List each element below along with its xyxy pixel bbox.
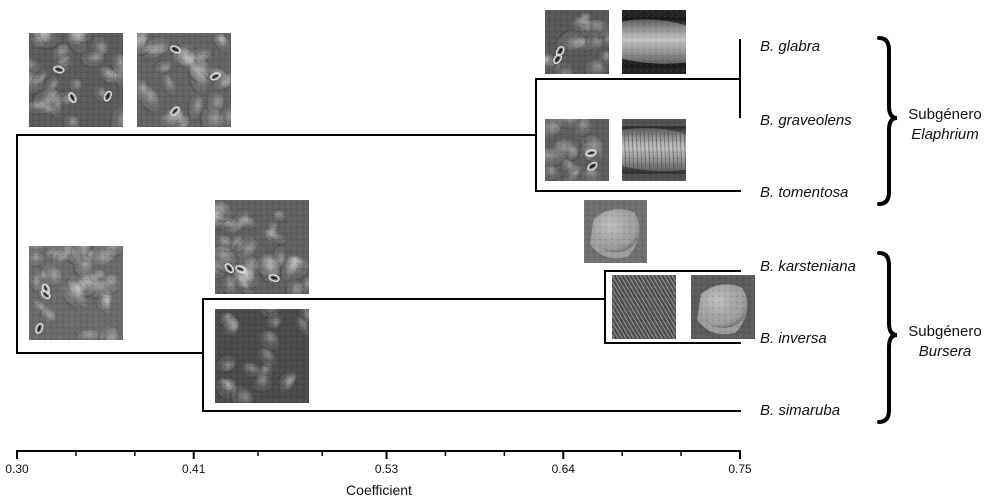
sem-micrograph-epidermis: [215, 200, 309, 294]
sem-micrograph-inversa-leaf: [612, 275, 676, 339]
subgenus-elaphrium-name: Elaphrium: [911, 126, 979, 143]
axis-tick-label: 0.53: [375, 462, 399, 476]
taxon-label-inversa: B. inversa: [760, 330, 827, 347]
taxon-label-graveolens: B. graveolens: [760, 112, 852, 129]
subgenus-elaphrium-line1: Subgénero: [908, 106, 981, 123]
sem-micrograph-graveolens-leaf: [545, 119, 609, 181]
axis-ticks: [16, 450, 741, 459]
coefficient-axis: 0.30 0.41 0.53 0.64 0.75 Coefficient: [5, 450, 752, 498]
subgenus-bursera-name: Bursera: [919, 343, 972, 360]
brace-bursera-icon: [877, 251, 898, 424]
sem-micrographs: [29, 10, 755, 403]
sem-micrograph-epidermis: [215, 309, 309, 403]
axis-tick-label: 0.64: [552, 462, 576, 476]
axis-tick-label: 0.75: [728, 462, 752, 476]
taxon-label-karsteniana: B. karsteniana: [760, 258, 856, 275]
brace-elaphrium-icon: [877, 36, 898, 206]
sem-micrograph-epidermis: [137, 33, 231, 127]
axis-tick-labels: 0.30 0.41 0.53 0.64 0.75: [5, 462, 752, 476]
dendrogram-tree: [16, 39, 741, 412]
subgenus-labels: Subgénero Elaphrium Subgénero Bursera: [908, 106, 981, 360]
taxon-label-simaruba: B. simaruba: [760, 402, 840, 419]
axis-tick-label: 0.30: [5, 462, 29, 476]
taxon-label-glabra: B. glabra: [760, 38, 820, 55]
sem-micrograph-glabra-trichome: [622, 10, 686, 74]
axis-title: Coefficient: [346, 482, 412, 498]
taxon-labels: B. glabra B. graveolens B. tomentosa B. …: [760, 38, 856, 419]
sem-micrograph-graveolens-trichome: [622, 119, 686, 181]
sem-micrograph-karsteniana-leaf: [584, 200, 647, 263]
axis-tick-label: 0.41: [182, 462, 206, 476]
sem-micrograph-inversa-trichome: [691, 275, 755, 339]
taxon-label-tomentosa: B. tomentosa: [760, 184, 848, 201]
group-braces: [877, 36, 898, 424]
sem-micrograph-glabra-leaf: [545, 10, 609, 74]
sem-micrograph-epidermis: [29, 33, 123, 127]
sem-micrograph-epidermis: [29, 246, 123, 340]
subgenus-bursera-line1: Subgénero: [908, 323, 981, 340]
